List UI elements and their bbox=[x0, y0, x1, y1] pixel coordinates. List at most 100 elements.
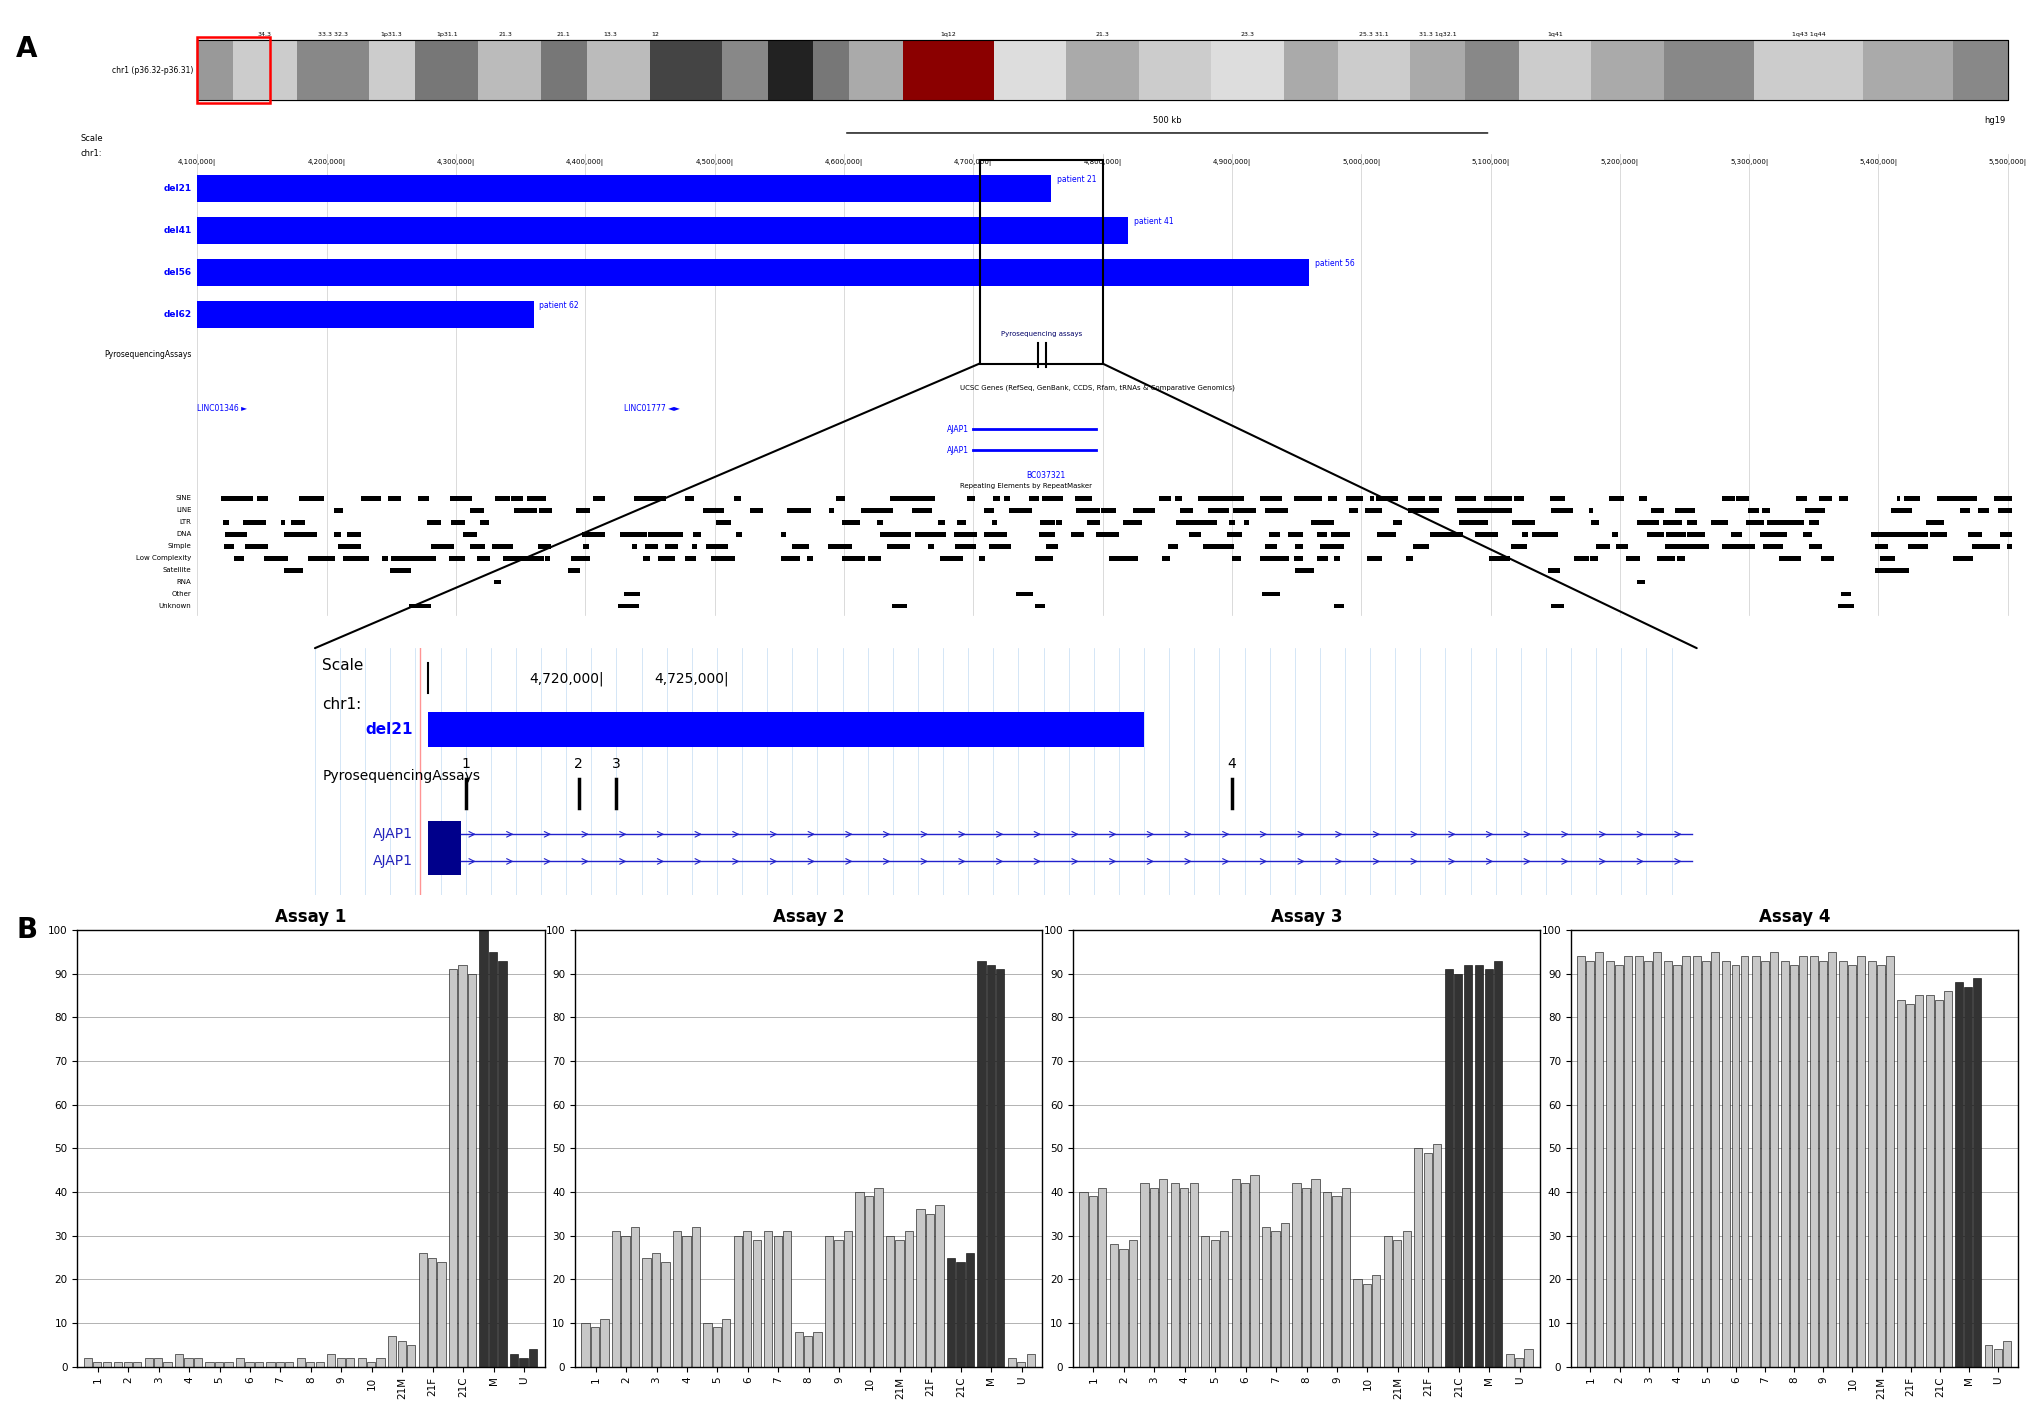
Bar bbox=[299, 496, 317, 500]
Bar bbox=[1475, 531, 1498, 537]
Bar bbox=[1067, 39, 1138, 100]
Bar bbox=[1682, 957, 1691, 1367]
Bar bbox=[764, 1231, 772, 1367]
Bar bbox=[1894, 531, 1898, 537]
Bar bbox=[347, 531, 354, 537]
Bar bbox=[780, 555, 801, 561]
Bar bbox=[1124, 555, 1138, 561]
Bar bbox=[992, 520, 998, 524]
Bar bbox=[835, 1240, 843, 1367]
Bar bbox=[1664, 961, 1672, 1367]
Text: 4,100,000|: 4,100,000| bbox=[179, 159, 215, 166]
Bar bbox=[807, 555, 813, 561]
Bar bbox=[1648, 531, 1664, 537]
Bar bbox=[693, 544, 697, 548]
Bar bbox=[642, 555, 650, 561]
Bar bbox=[1305, 496, 1309, 500]
Bar bbox=[1217, 496, 1229, 500]
Bar bbox=[1955, 982, 1963, 1367]
Text: 1q41: 1q41 bbox=[1546, 32, 1563, 37]
Bar bbox=[1138, 39, 1211, 100]
Bar bbox=[855, 1192, 864, 1367]
Bar bbox=[1345, 496, 1363, 500]
Text: 21.3: 21.3 bbox=[1095, 32, 1109, 37]
Bar bbox=[382, 555, 388, 561]
Text: 4,720,000|: 4,720,000| bbox=[528, 672, 604, 686]
Bar bbox=[1786, 520, 1804, 524]
Bar bbox=[1132, 507, 1142, 513]
Bar bbox=[1666, 531, 1687, 537]
Bar bbox=[1644, 961, 1652, 1367]
Text: 5,500,000|: 5,500,000| bbox=[1989, 159, 2026, 166]
Text: 21.1: 21.1 bbox=[557, 32, 569, 37]
Bar bbox=[652, 1253, 660, 1367]
Bar bbox=[1494, 961, 1502, 1367]
Bar bbox=[185, 1358, 193, 1367]
Bar bbox=[1916, 544, 1922, 548]
Text: 4,700,000|: 4,700,000| bbox=[955, 159, 992, 166]
Bar bbox=[1731, 965, 1739, 1367]
Bar bbox=[490, 952, 498, 1367]
Bar bbox=[715, 520, 732, 524]
Bar bbox=[1485, 969, 1494, 1367]
Bar bbox=[721, 1319, 729, 1367]
Bar bbox=[431, 544, 453, 548]
Bar bbox=[1231, 1179, 1240, 1367]
Text: AJAP1: AJAP1 bbox=[947, 426, 969, 434]
Bar bbox=[1201, 1236, 1209, 1367]
Bar bbox=[835, 496, 845, 500]
Bar bbox=[276, 1363, 284, 1367]
Bar bbox=[467, 974, 475, 1367]
Bar bbox=[1158, 1179, 1166, 1367]
Bar bbox=[1408, 496, 1424, 500]
Bar bbox=[630, 531, 646, 537]
Bar bbox=[1585, 961, 1593, 1367]
Bar bbox=[197, 37, 270, 103]
Bar bbox=[376, 1358, 384, 1367]
Bar bbox=[415, 555, 435, 561]
Bar bbox=[512, 496, 522, 500]
Bar bbox=[1250, 1175, 1258, 1367]
Bar bbox=[266, 1363, 274, 1367]
Bar bbox=[1721, 544, 1741, 548]
Text: chr1 (p36.32-p36.31): chr1 (p36.32-p36.31) bbox=[112, 66, 193, 75]
Bar bbox=[1463, 965, 1471, 1367]
Bar bbox=[825, 1236, 833, 1367]
Bar bbox=[599, 1319, 610, 1367]
Bar bbox=[1191, 520, 1209, 524]
Bar bbox=[967, 496, 975, 500]
Bar bbox=[284, 1363, 293, 1367]
Bar bbox=[1406, 555, 1412, 561]
Bar bbox=[226, 496, 234, 500]
Bar bbox=[1475, 965, 1483, 1367]
Bar bbox=[634, 496, 650, 500]
Bar bbox=[224, 544, 234, 548]
Bar bbox=[1459, 520, 1477, 524]
Bar bbox=[923, 531, 935, 537]
Bar bbox=[1926, 520, 1945, 524]
Text: 1q12: 1q12 bbox=[941, 32, 957, 37]
Bar bbox=[1189, 1184, 1197, 1367]
Bar bbox=[1231, 555, 1242, 561]
Bar bbox=[1687, 544, 1709, 548]
Bar bbox=[1179, 507, 1193, 513]
Bar bbox=[284, 568, 303, 572]
Bar bbox=[1847, 965, 1855, 1367]
Bar bbox=[1321, 544, 1337, 548]
Bar bbox=[583, 544, 589, 548]
Bar bbox=[175, 1354, 183, 1367]
Bar bbox=[1292, 1184, 1300, 1367]
Text: 4,200,000|: 4,200,000| bbox=[307, 159, 345, 166]
Bar bbox=[370, 39, 415, 100]
Bar bbox=[1465, 39, 1520, 100]
Bar bbox=[1808, 544, 1823, 548]
Bar bbox=[1591, 39, 1664, 100]
Text: 12: 12 bbox=[652, 32, 658, 37]
Bar bbox=[1839, 603, 1855, 609]
Bar bbox=[1140, 1184, 1148, 1367]
Bar bbox=[1284, 39, 1337, 100]
Bar bbox=[1642, 520, 1658, 524]
Bar bbox=[1296, 496, 1305, 500]
Text: 31.3 1q32.1: 31.3 1q32.1 bbox=[1418, 32, 1457, 37]
Bar bbox=[234, 555, 244, 561]
